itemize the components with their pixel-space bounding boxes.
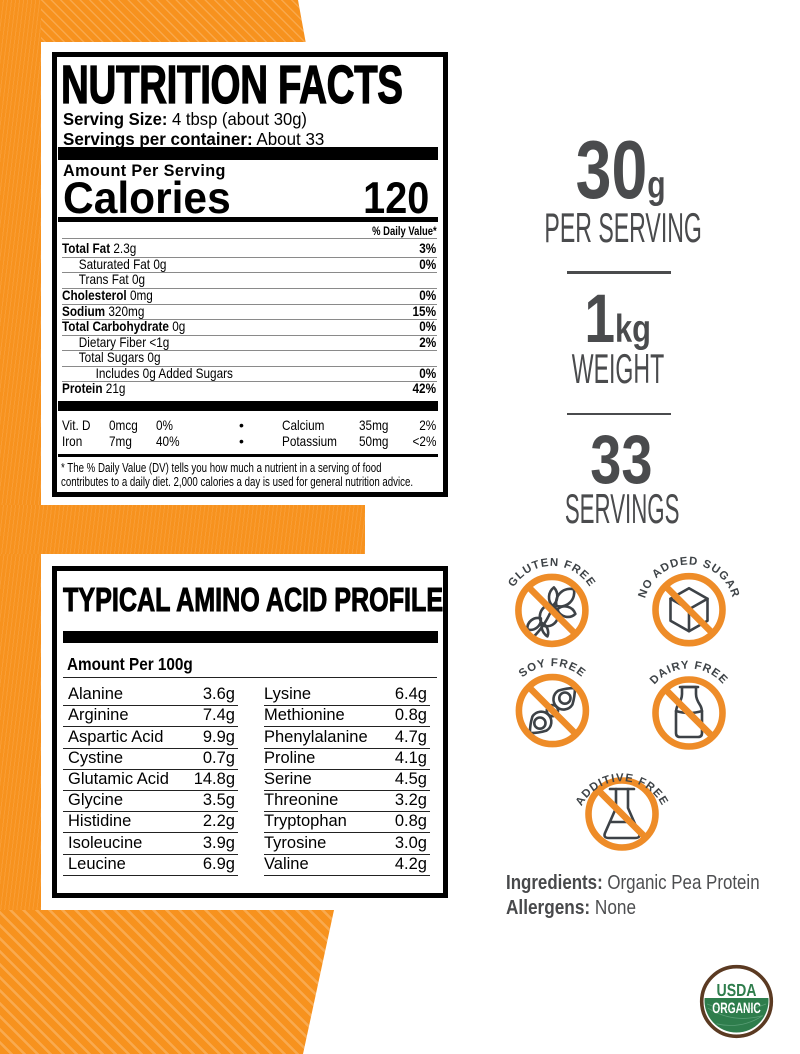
- svg-text:USDA: USDA: [717, 980, 757, 1000]
- svg-text:ORGANIC: ORGANIC: [712, 999, 761, 1016]
- svg-text:GLUTEN FREE: GLUTEN FREE: [506, 557, 597, 590]
